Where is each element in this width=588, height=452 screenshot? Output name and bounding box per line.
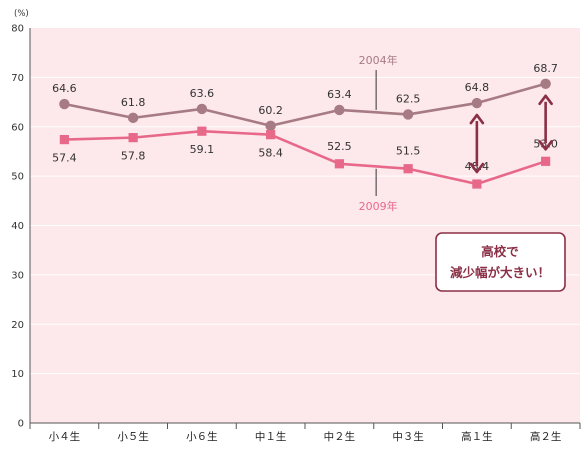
- point-2004: [471, 97, 483, 109]
- x-tick-label: 小６生: [186, 430, 218, 443]
- callout-line-2: 減少幅が大きい！: [450, 265, 550, 280]
- data-label-2009: 58.4: [258, 147, 283, 160]
- data-label-2004: 68.7: [533, 62, 558, 75]
- point-2004: [59, 98, 70, 110]
- y-tick-label: 30: [11, 270, 24, 281]
- y-tick-label: 0: [18, 419, 24, 430]
- data-label-2004: 60.2: [258, 104, 283, 117]
- series-line-2004: [64, 82, 546, 128]
- x-tick-label: 小５生: [117, 430, 149, 443]
- x-tick-label: 小４生: [49, 430, 81, 443]
- difference-arrow-head-down: [469, 162, 485, 174]
- x-tick-label: 中１生: [255, 430, 287, 443]
- point-2009: [197, 126, 207, 136]
- point-2009: [334, 159, 344, 169]
- y-tick-label: 20: [11, 320, 24, 331]
- y-tick-label: 10: [11, 369, 24, 380]
- x-tick-label: 中２生: [324, 430, 356, 443]
- y-tick-label: 60: [11, 122, 24, 133]
- series-label-2009: 2009年: [359, 199, 398, 213]
- y-tick-label: 70: [11, 73, 24, 84]
- difference-arrow-head-up: [469, 113, 485, 125]
- series-label-2004: 2004年: [359, 53, 398, 67]
- point-2009: [59, 134, 69, 145]
- data-label-2009: 57.4: [52, 152, 77, 165]
- point-2009: [472, 179, 482, 189]
- data-label-2004: 61.8: [121, 96, 146, 109]
- point-2004: [334, 104, 345, 116]
- y-tick-label: 80: [11, 24, 24, 35]
- point-2004: [540, 78, 551, 89]
- point-2009: [128, 133, 138, 143]
- point-2009: [266, 130, 276, 140]
- difference-arrow-head-down: [538, 140, 553, 151]
- point-2004: [196, 103, 208, 115]
- data-label-2009: 57.8: [121, 150, 146, 163]
- data-label-2004: 63.6: [190, 87, 215, 100]
- data-label-2004: 64.6: [52, 82, 77, 95]
- data-label-2004: 62.5: [396, 92, 421, 105]
- y-tick-label: 50: [11, 172, 24, 183]
- point-2009: [403, 164, 413, 174]
- x-tick-label: 高２生: [530, 430, 562, 443]
- data-label-2004: 64.8: [465, 81, 490, 94]
- data-label-2009: 52.5: [327, 140, 352, 153]
- data-label-2004: 63.4: [327, 88, 352, 101]
- point-2009: [541, 156, 551, 166]
- y-unit-label: (%): [14, 9, 29, 19]
- point-2004: [265, 120, 276, 131]
- series-line-2009: [64, 129, 547, 186]
- x-tick-label: 中３生: [392, 430, 424, 443]
- point-2004: [127, 112, 139, 124]
- callout-box: [435, 232, 566, 292]
- difference-arrow-head-up: [538, 94, 553, 106]
- x-tick-label: 高１生: [461, 430, 493, 443]
- callout-line-1: 高校で: [481, 244, 519, 259]
- data-label-2009: 59.1: [190, 143, 215, 156]
- y-tick-label: 40: [11, 221, 24, 232]
- point-2004: [402, 109, 414, 120]
- data-label-2009: 51.5: [396, 145, 421, 158]
